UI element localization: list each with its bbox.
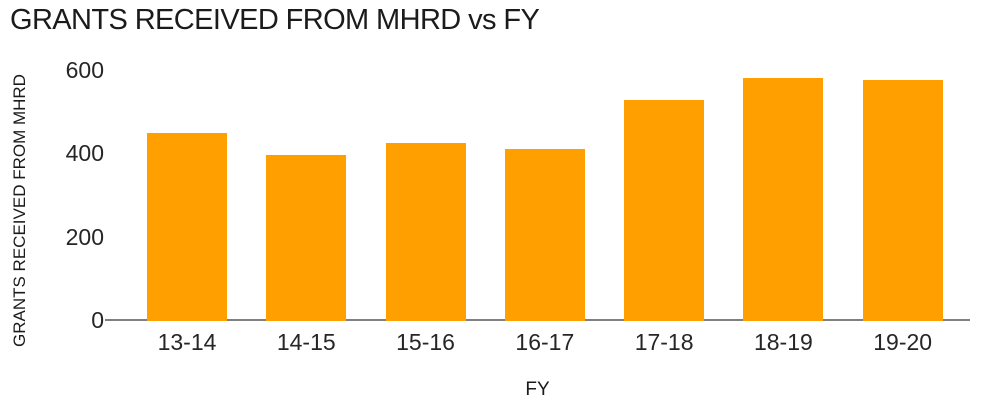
y-tick-label: 200	[65, 223, 104, 250]
x-tick-label: 15-16	[396, 329, 455, 355]
bar-19-20	[862, 80, 943, 321]
x-tick-label: 13-14	[157, 329, 217, 355]
x-tick-label: 17-18	[634, 329, 694, 355]
bar-16-17	[504, 149, 585, 321]
y-tick-label: 0	[91, 307, 104, 333]
x-tick-label: 18-19	[753, 329, 813, 355]
bar-15-16	[385, 143, 466, 321]
x-tick-label: 14-15	[276, 329, 336, 355]
bar-18-19	[743, 77, 824, 321]
x-axis-title: FY	[525, 379, 550, 400]
plot-area	[105, 70, 970, 321]
chart-title: GRANTS RECEIVED FROM MHRD vs FY	[10, 4, 540, 36]
bar-13-14	[147, 132, 227, 321]
bar-17-18	[624, 99, 705, 321]
y-tick-label: 600	[65, 57, 104, 83]
x-tick-label: 16-17	[515, 329, 575, 355]
y-tick-label: 400	[65, 140, 104, 167]
bar-14-15	[266, 154, 347, 321]
x-tick-label: 19-20	[873, 329, 933, 355]
